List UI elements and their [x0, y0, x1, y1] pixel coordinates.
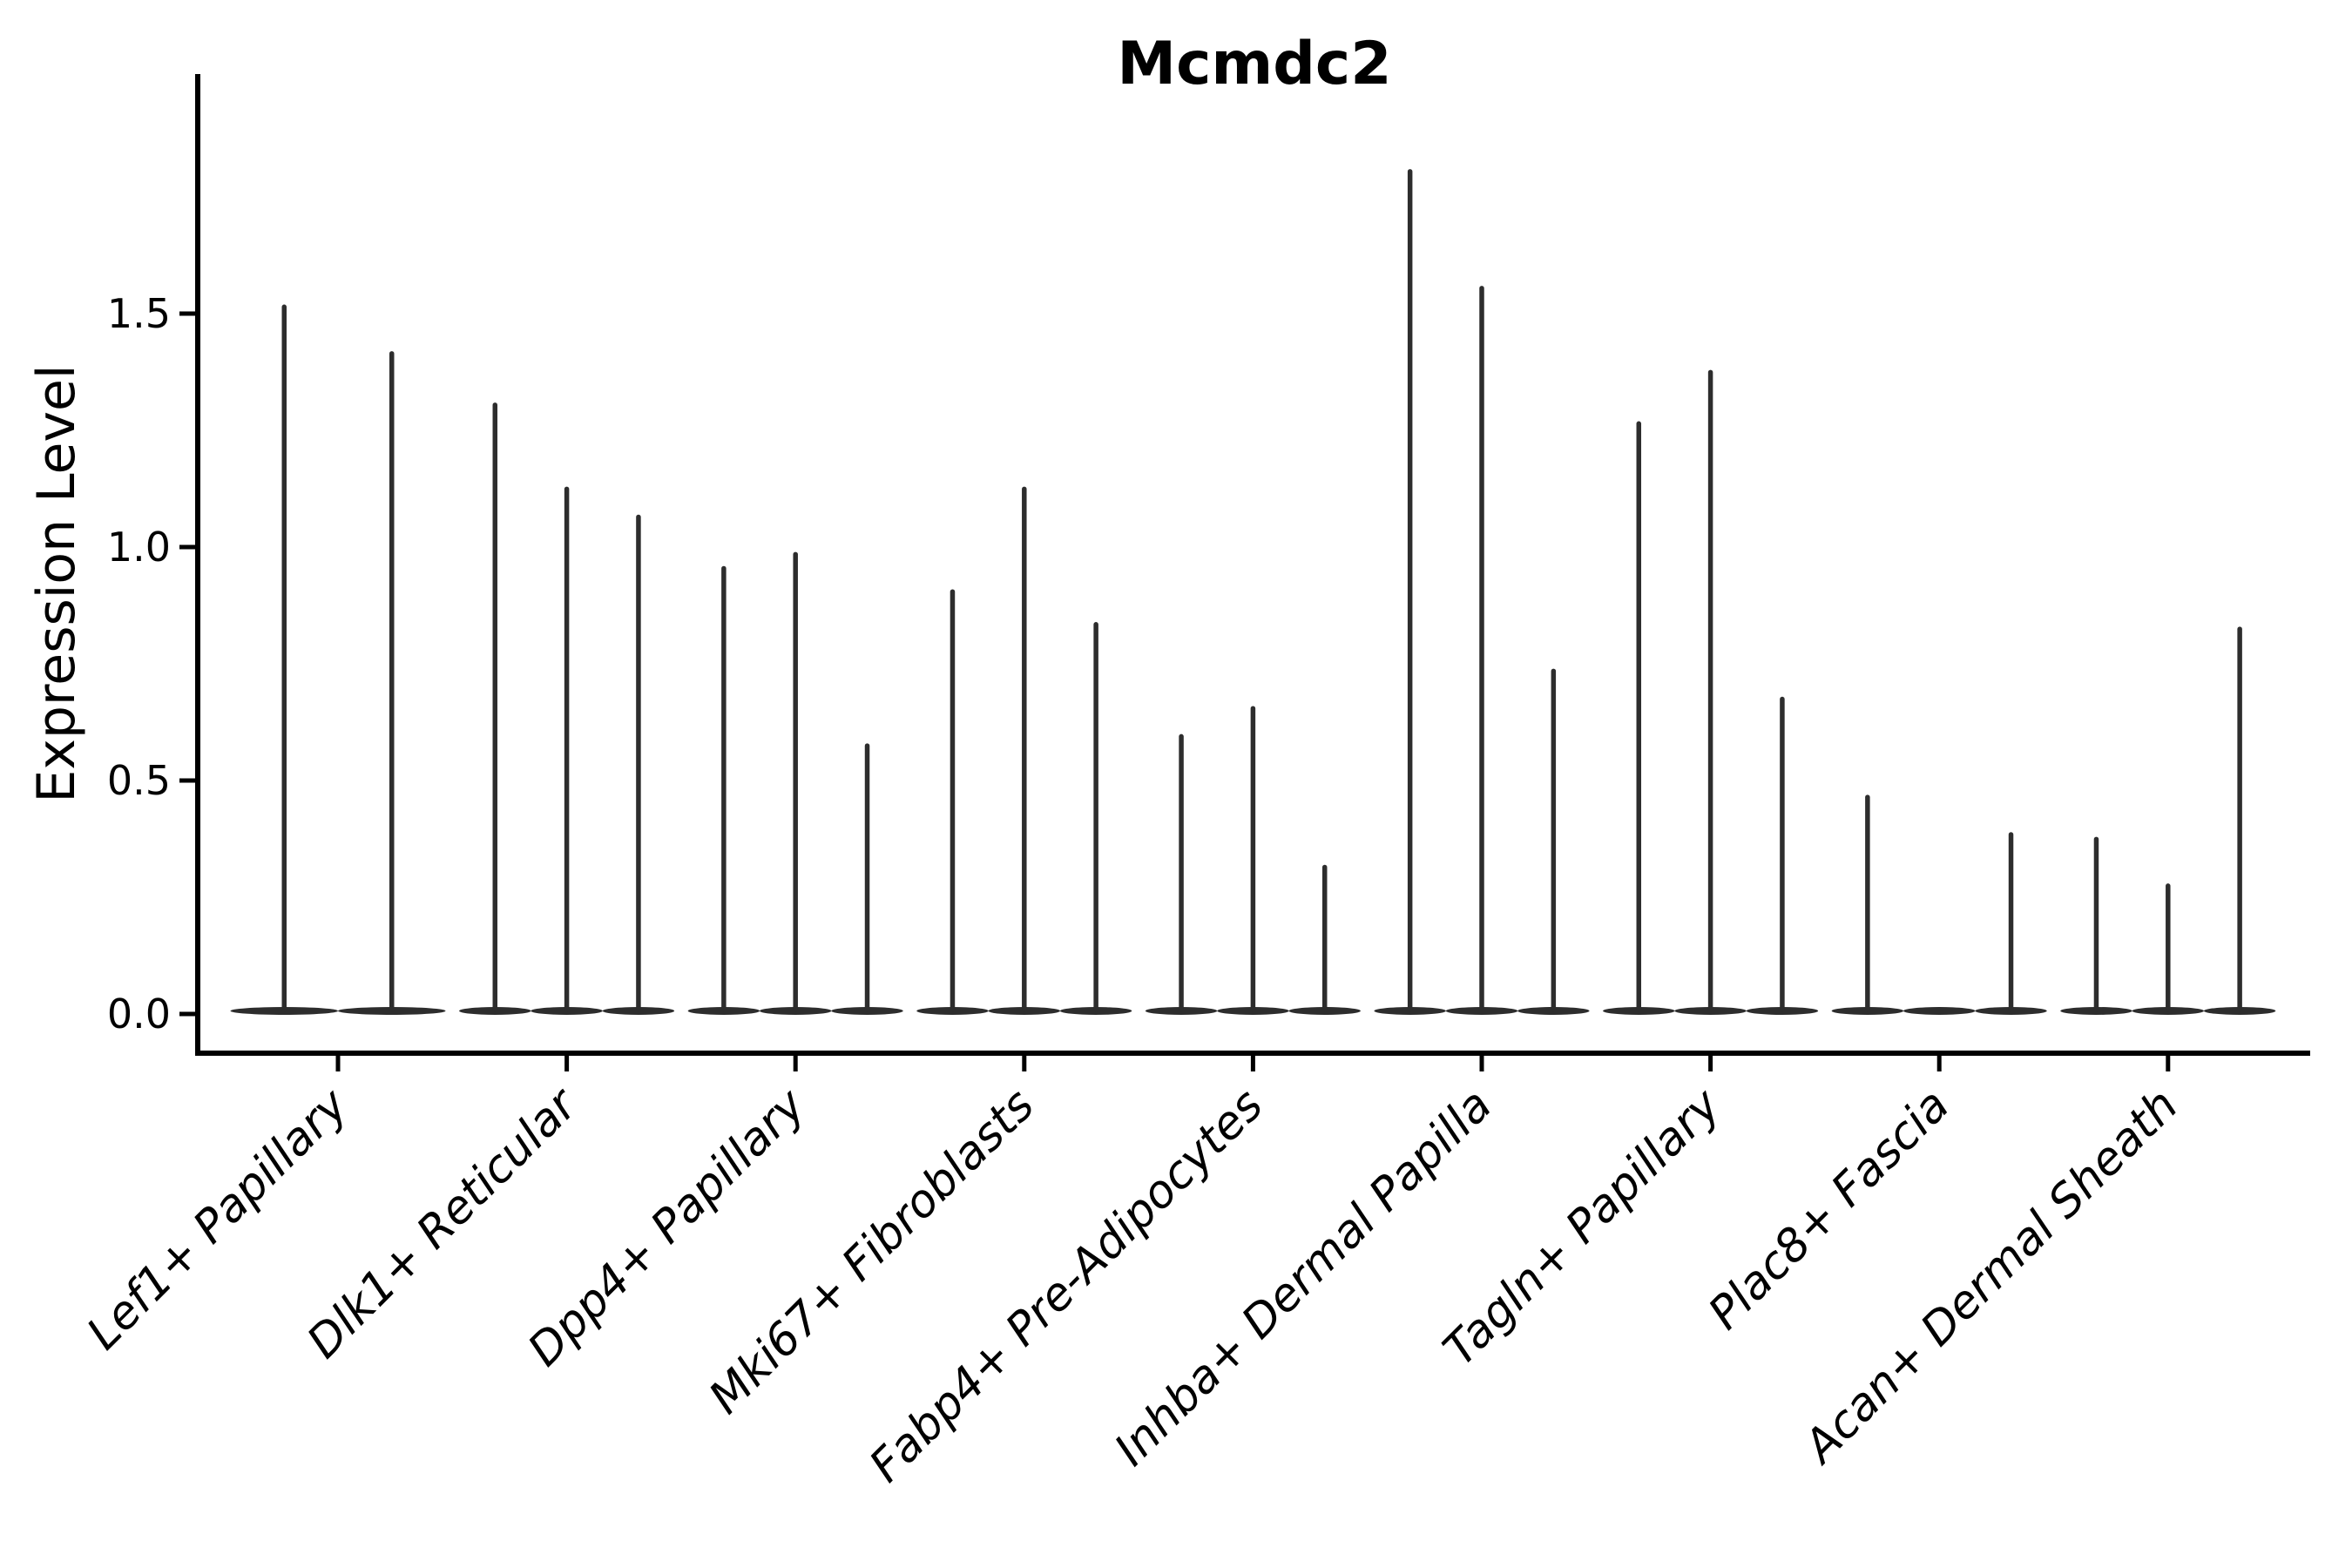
chart-title: Mcmdc2 — [1117, 30, 1391, 98]
x-tick-label: Fabp4+ Pre-Adipocytes — [860, 1079, 1274, 1493]
y-tick-label: 0.0 — [107, 990, 171, 1037]
y-tick-label: 1.5 — [107, 290, 171, 337]
y-axis-label: Expression Level — [26, 364, 87, 802]
violins-layer — [230, 169, 2276, 1015]
x-tick-label: Acan+ Dermal Sheath — [1793, 1079, 2188, 1475]
axes-layer — [179, 74, 2310, 1071]
violin-base — [1903, 1007, 1976, 1015]
y-tick-label: 1.0 — [107, 524, 171, 571]
x-tick-label: Plac8+ Fascia — [1699, 1079, 1959, 1340]
y-tick-label: 0.5 — [107, 757, 171, 804]
x-tick-label: Inhba+ Dermal Papilla — [1105, 1079, 1502, 1477]
